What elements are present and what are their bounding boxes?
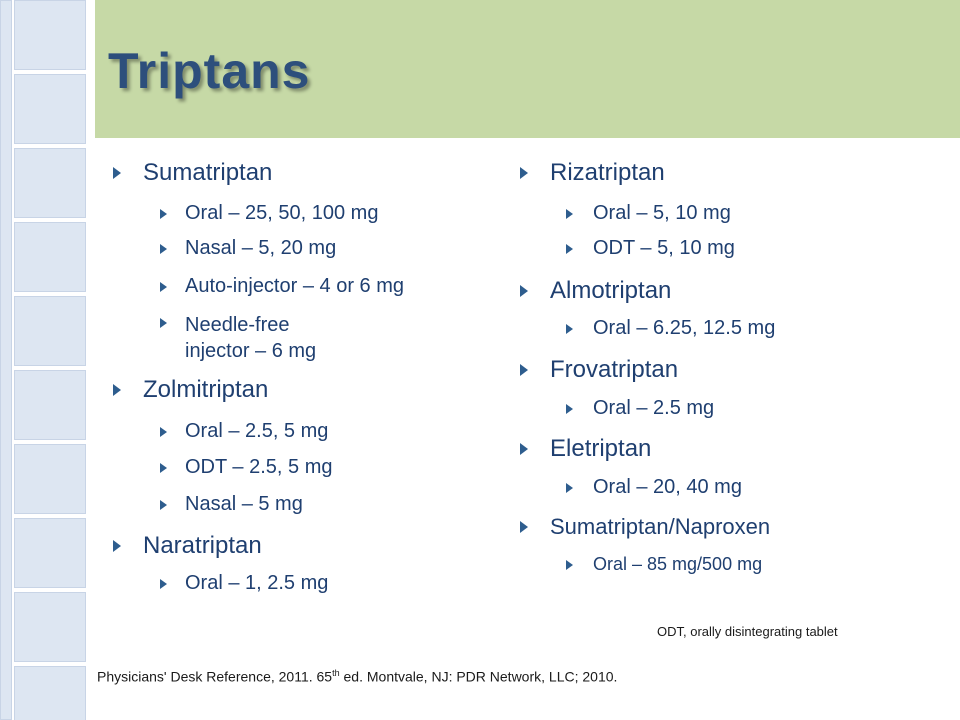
item-label: Rizatriptan (550, 158, 665, 186)
side-tile (14, 148, 86, 218)
sub-bullet (566, 483, 573, 493)
side-tile (14, 74, 86, 144)
subitem-label: ODT – 5, 10 mg (593, 237, 735, 259)
item-label: Naratriptan (143, 531, 262, 559)
bullet (520, 167, 528, 179)
slide-title: Triptans (108, 43, 311, 99)
side-tile (14, 296, 86, 366)
item-label: Sumatriptan/Naproxen (550, 513, 771, 539)
reference-superscript: th (332, 668, 340, 678)
subitem-label: Oral – 25, 50, 100 mg (185, 202, 379, 224)
sub-bullet (160, 244, 167, 254)
item-label: Zolmitriptan (143, 375, 269, 403)
sub-bullet (160, 579, 167, 589)
bullet (520, 285, 528, 297)
bullet (520, 364, 528, 376)
side-tile (14, 222, 86, 292)
subitem-label: ODT – 2.5, 5 mg (185, 456, 333, 478)
sub-bullet (160, 500, 167, 510)
item-label: Sumatriptan (143, 158, 273, 186)
item-label: Eletriptan (550, 434, 652, 462)
sub-bullet (566, 324, 573, 334)
reference-text: Physicians' Desk Reference, 2011. 65 (97, 668, 333, 685)
sub-bullet (160, 209, 167, 219)
side-tile (14, 666, 86, 720)
sub-bullet (566, 244, 573, 254)
side-tile (14, 370, 86, 440)
sub-bullet (160, 318, 167, 328)
subitem-label: Oral – 5, 10 mg (593, 202, 731, 224)
subitem-label: Oral – 6.25, 12.5 mg (593, 317, 776, 339)
sub-bullet (160, 463, 167, 473)
side-tile (14, 0, 86, 70)
subitem-label: Oral – 2.5, 5 mg (185, 420, 329, 442)
item-label: Almotriptan (550, 276, 672, 304)
subitem-label: Oral – 20, 40 mg (593, 476, 742, 498)
subitem-label: Auto-injector – 4 or 6 mg (185, 275, 404, 297)
reference: Physicians' Desk Reference, 2011. 65th e… (97, 668, 617, 685)
bullet (520, 521, 528, 533)
subitem-label: Oral – 1, 2.5 mg (185, 572, 329, 594)
subitem-label: Nasal – 5 mg (185, 493, 303, 515)
sub-bullet (160, 282, 167, 292)
subitem-label: Oral – 2.5 mg (593, 397, 715, 419)
subitem-label: Needle-free injector – 6 mg (185, 314, 317, 362)
subitem-label: Nasal – 5, 20 mg (185, 237, 337, 259)
side-tile (14, 518, 86, 588)
footnote: ODT, orally disintegrating tablet (657, 624, 838, 639)
side-strip (0, 0, 12, 720)
side-tile (14, 592, 86, 662)
sub-bullet (566, 560, 573, 570)
bullet (113, 384, 121, 396)
bullet (113, 540, 121, 552)
bullet (113, 167, 121, 179)
sub-bullet (566, 404, 573, 414)
title-band (95, 0, 960, 138)
sub-bullet (566, 209, 573, 219)
bullet (520, 443, 528, 455)
item-label: Frovatriptan (550, 355, 679, 383)
reference-text: ed. Montvale, NJ: PDR Network, LLC; 2010… (339, 668, 618, 685)
subitem-label: Oral – 85 mg/500 mg (593, 554, 763, 575)
side-tile (14, 444, 86, 514)
sub-bullet (160, 427, 167, 437)
